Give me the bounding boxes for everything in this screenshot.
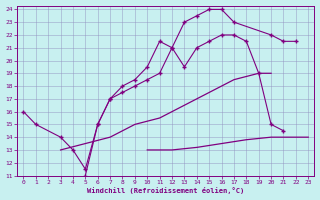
X-axis label: Windchill (Refroidissement éolien,°C): Windchill (Refroidissement éolien,°C): [87, 187, 244, 194]
